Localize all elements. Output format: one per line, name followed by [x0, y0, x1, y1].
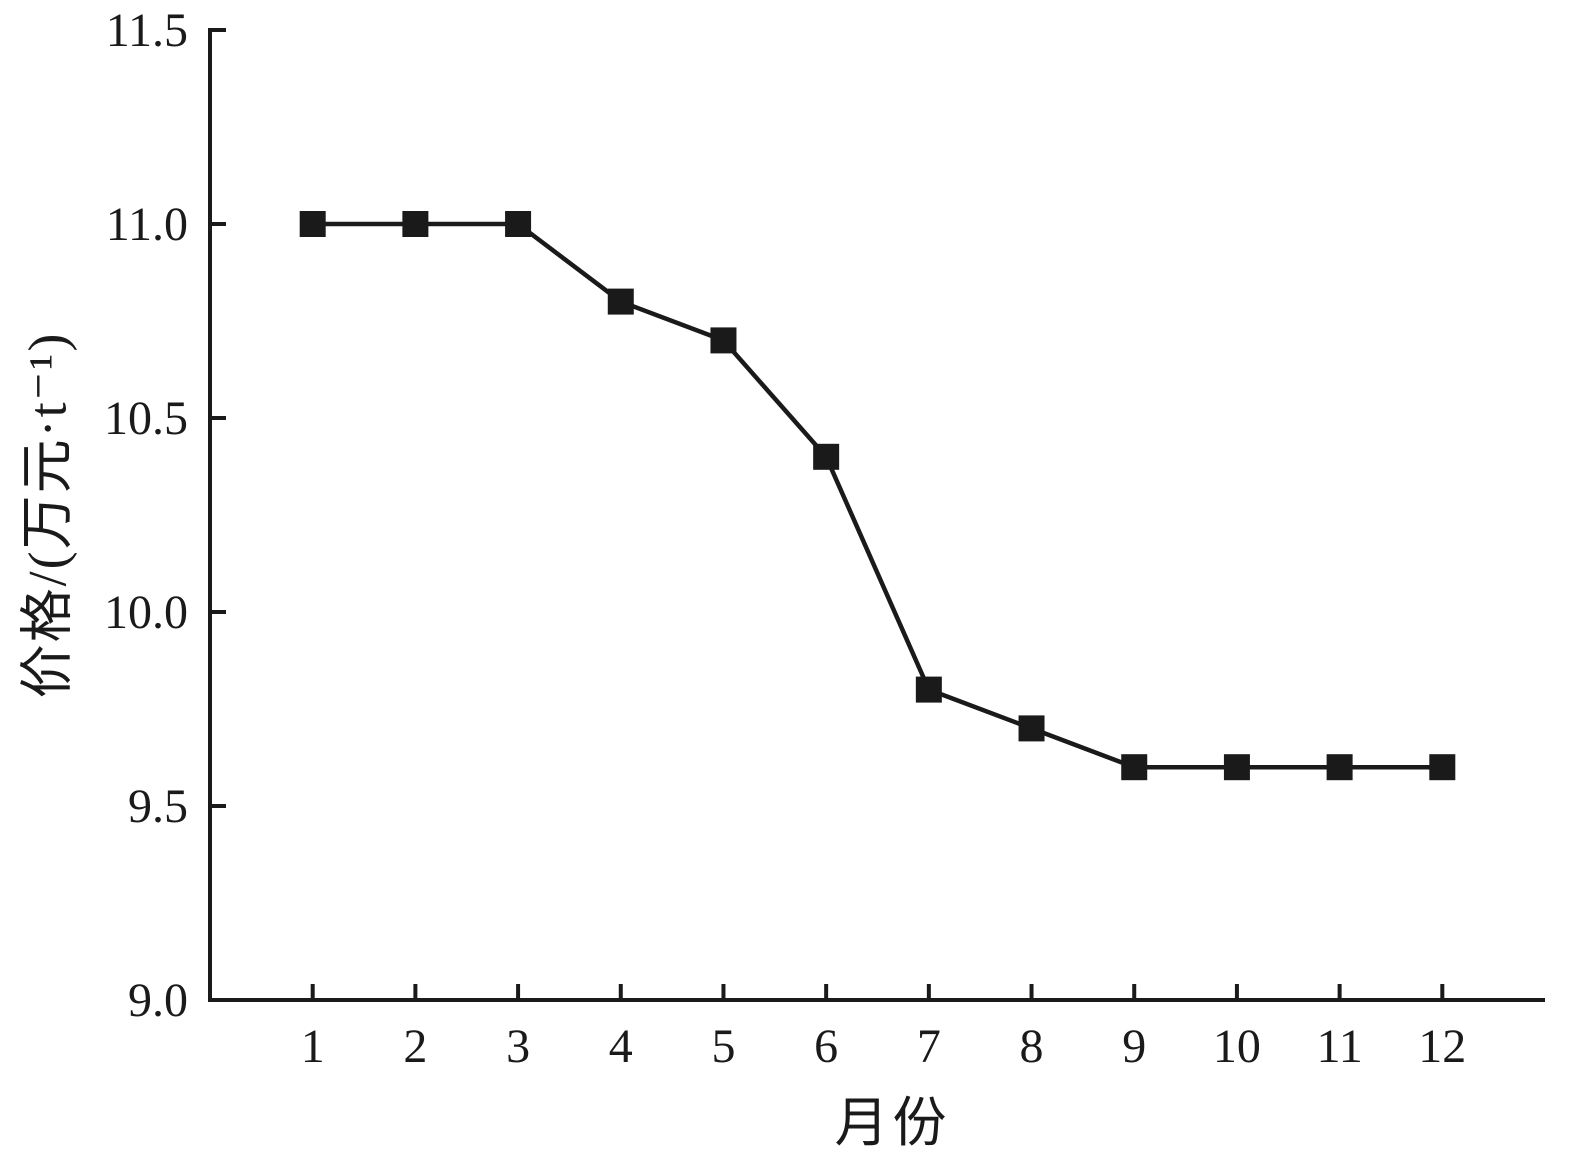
x-tick-label: 10: [1213, 1020, 1261, 1073]
data-point: [1018, 715, 1045, 742]
data-point: [915, 676, 942, 703]
x-axis-title: 月份: [834, 1093, 951, 1153]
y-axis-title: 价格/(万元·t⁻¹): [17, 331, 78, 699]
data-point: [1429, 754, 1456, 781]
data-point: [505, 211, 532, 237]
x-tick-label: 4: [609, 1020, 633, 1073]
data-point: [1326, 754, 1353, 781]
x-tick-label: 7: [917, 1020, 941, 1073]
y-tick-label: 11.0: [106, 198, 188, 251]
y-tick-label: 11.5: [106, 4, 188, 57]
data-line: [310, 221, 1445, 770]
data-point: [813, 443, 840, 470]
x-tick-label: 12: [1418, 1020, 1466, 1073]
data-point: [299, 211, 326, 237]
x-tick-label: 6: [814, 1020, 838, 1073]
x-tick-label: 9: [1122, 1020, 1146, 1073]
y-tick-label: 9.0: [128, 974, 188, 1027]
x-tick-label: 2: [403, 1020, 427, 1073]
data-point: [1223, 754, 1250, 781]
y-tick-label: 9.5: [128, 780, 188, 833]
x-tick-label: 3: [506, 1020, 530, 1073]
data-point: [710, 327, 737, 354]
y-tick-label: 10.5: [104, 392, 188, 445]
data-point: [402, 211, 429, 237]
x-tick-label: 5: [711, 1020, 735, 1073]
y-tick-label: 10.0: [104, 586, 188, 639]
x-tick-label: 11: [1317, 1020, 1363, 1073]
x-tick-label: 8: [1020, 1020, 1044, 1073]
data-point: [607, 288, 634, 315]
x-tick-label: 1: [301, 1020, 325, 1073]
data-point: [1121, 754, 1148, 781]
